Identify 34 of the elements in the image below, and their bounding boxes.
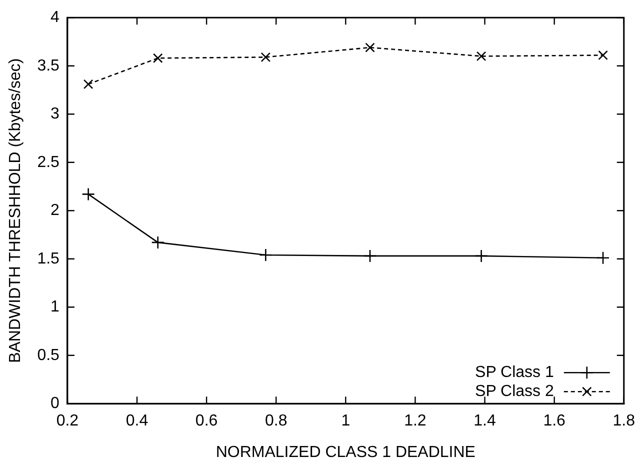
y-tick-label: 3 [50,106,60,123]
point [596,251,610,265]
y-tick-label: 4 [50,9,60,26]
y-tick-label: 0 [50,395,60,412]
x-tick-label: 1.4 [474,412,496,430]
x-tick-label: 0.4 [126,412,148,430]
y-tick-label: 1 [50,298,60,316]
point [363,249,377,263]
x-tick-label: 1.8 [612,412,636,430]
point [365,42,375,52]
point [151,236,165,250]
y-tick-label: 0.5 [37,346,60,364]
point [152,53,163,64]
point [259,248,272,262]
point [476,51,486,62]
legend-label: SP Class 2 [475,383,554,400]
y-axis-title: BANDWIDTH THRESHHOLD (Kbytes/sec) [7,58,24,363]
x-axis-title: NORMALIZED CLASS 1 DEADLINE [216,444,476,461]
point [82,188,95,201]
legend-label: SP Class 1 [475,364,554,382]
point [260,52,271,62]
x-tick-label: 0.8 [264,412,288,430]
x-tick-label: 0.2 [56,412,79,430]
x-tick-label: 0.6 [195,412,218,430]
y-tick-label: 1.5 [37,250,60,268]
y-tick-label: 3.5 [37,57,60,74]
point [83,79,94,90]
x-tick-label: 1 [341,412,350,430]
x-tick-label: 1.6 [543,412,566,430]
y-tick-label: 2 [50,202,60,220]
point [474,249,488,263]
x-tick-label: 1.2 [404,412,426,430]
point [598,50,608,60]
y-tick-label: 2.5 [37,154,60,171]
